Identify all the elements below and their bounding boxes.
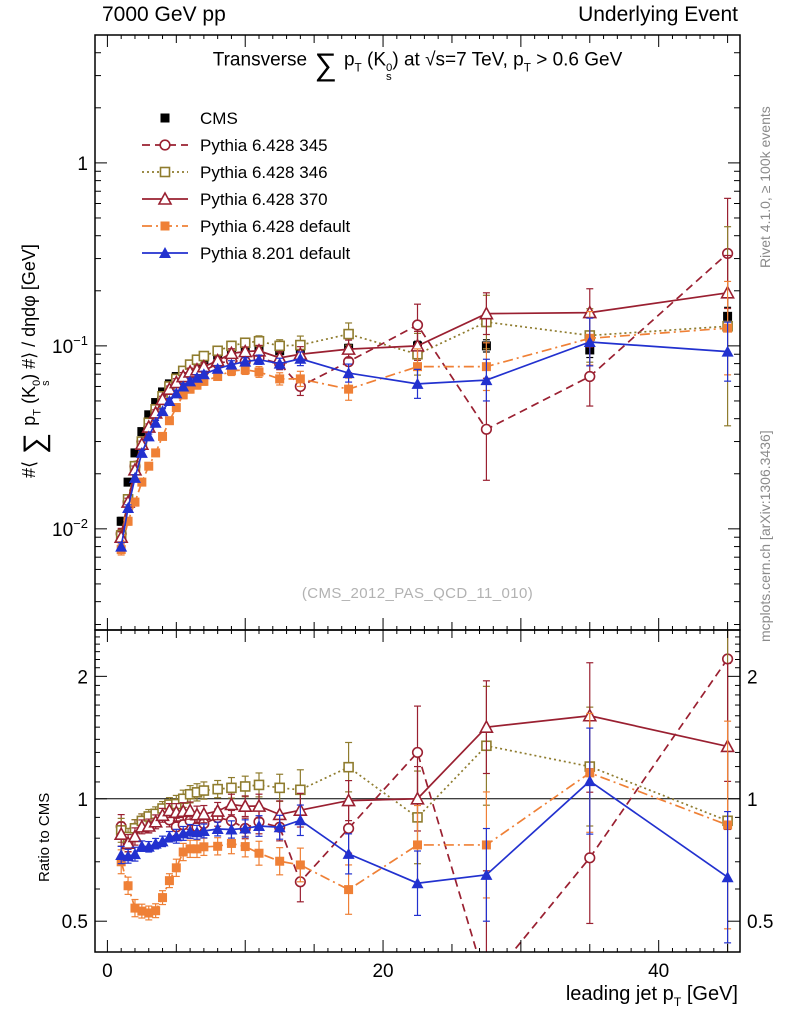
series-pythia6-default-main — [116, 280, 733, 556]
plot-title: Transverse ∑ pT (K 0 s) at √s=7 TeV, pT > … — [95, 47, 740, 83]
legend-item-pythia8-default: Pythia 8.201 default — [142, 244, 351, 263]
title-text: > 0.6 GeV — [530, 49, 623, 71]
series-pythia6-370-main — [113, 254, 735, 544]
analysis-id-watermark: (CMS_2012_PAS_QCD_11_010) — [301, 585, 534, 602]
ratio-axis-label: Ratio to CMS — [36, 792, 53, 882]
title-text: p — [338, 49, 355, 71]
sum-symbol: ∑ — [314, 47, 337, 82]
legend-label-pythia6-346: Pythia 6.428 346 — [200, 163, 328, 182]
legend: CMS Pythia 6.428 345 Pythia 6.428 346 Pythi… — [142, 109, 351, 263]
analysis-group-label: Underlying Event — [578, 3, 738, 26]
legend-label-pythia8-default: Pythia 8.201 default — [200, 244, 351, 263]
svg-text:1: 1 — [747, 790, 758, 811]
title-text: (K — [361, 49, 386, 71]
svg-text:2: 2 — [747, 667, 758, 688]
sum-symbol: ∑ — [18, 432, 51, 454]
svg-text:40: 40 — [648, 961, 669, 982]
mcplots-arxiv-label: mcplots.cern.ch [arXiv:1306.3436] — [757, 430, 773, 642]
series-pythia8-default-main — [115, 317, 734, 552]
series-pythia8-default-ratio — [115, 727, 734, 944]
rivet-version-label: Rivet 4.1.0, ≥ 100k events — [757, 106, 773, 268]
svg-text:1: 1 — [77, 154, 88, 175]
title-text: Transverse — [212, 49, 313, 71]
legend-item-pythia6-346: Pythia 6.428 346 — [142, 163, 328, 182]
legend-label-pythia6-370: Pythia 6.428 370 — [200, 190, 328, 209]
legend-item-pythia6-345: Pythia 6.428 345 — [142, 136, 328, 155]
svg-text:0: 0 — [102, 961, 113, 982]
y-axis-label: #⟨ ∑ pT (K 0 s) #⟩ / dηdφ [GeV] — [18, 244, 53, 478]
svg-text:10−1: 10−1 — [52, 333, 88, 358]
legend-item-cms: CMS — [160, 109, 238, 128]
legend-item-pythia6-370: Pythia 6.428 370 — [142, 190, 328, 209]
ratio-panel-frame — [94, 629, 741, 953]
title-text: ) at √s=7 TeV, p — [392, 49, 524, 71]
legend-label-pythia6-default: Pythia 6.428 default — [200, 217, 351, 236]
series-pythia6-346-ratio — [115, 630, 733, 952]
legend-label-pythia6-345: Pythia 6.428 345 — [200, 136, 328, 155]
svg-text:20: 20 — [372, 961, 393, 982]
svg-text:0.5: 0.5 — [62, 912, 88, 933]
beam-energy-label: 7000 GeV pp — [102, 3, 226, 26]
title-subscript: T — [523, 61, 531, 75]
axes — [94, 34, 741, 953]
legend-item-pythia6-default: Pythia 6.428 default — [142, 217, 351, 236]
svg-text:10−2: 10−2 — [52, 516, 88, 541]
axis-tick-labels: 10−210−110.5 0.51 12 20 20 40 — [52, 154, 773, 982]
svg-text:0.5: 0.5 — [747, 912, 773, 933]
x-axis-label: leading jet pT [GeV] — [565, 983, 738, 1010]
legend-label-cms: CMS — [200, 109, 238, 128]
series-cms-main — [116, 306, 733, 526]
svg-text:2: 2 — [77, 667, 88, 688]
svg-text:1: 1 — [77, 790, 88, 811]
title-subscript: T — [354, 61, 362, 75]
